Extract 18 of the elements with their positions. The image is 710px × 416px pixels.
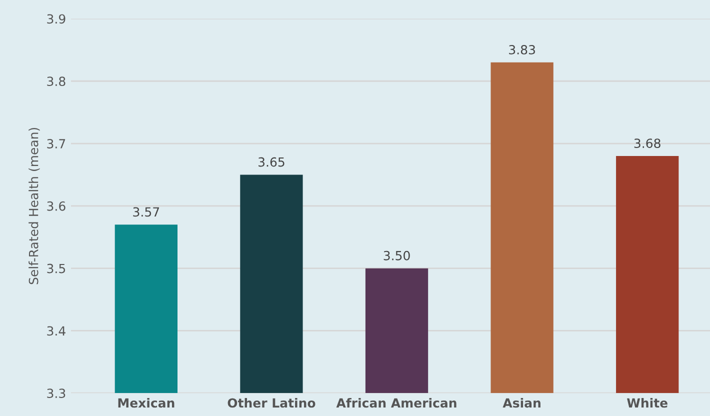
y-tick-label: 3.9	[47, 14, 66, 24]
x-tick-label: Asian	[502, 398, 540, 408]
y-tick-label: 3.4	[47, 326, 66, 336]
y-tick-label: 3.5	[47, 264, 66, 274]
y-tick-label: 3.7	[47, 138, 66, 148]
x-tick-label: Other Latino	[228, 398, 316, 408]
data-label: 3.68	[634, 138, 660, 148]
y-tick-label: 3.8	[47, 76, 66, 86]
x-tick-label: Mexican	[118, 398, 174, 408]
x-tick-label: White	[627, 398, 668, 408]
y-tick-label: 3.6	[47, 201, 66, 211]
x-tick-label: African American	[336, 398, 456, 408]
y-axis-title: Self-Rated Health (mean)	[28, 128, 40, 284]
y-tick-label: 3.3	[47, 388, 66, 398]
data-label: 3.65	[258, 157, 284, 167]
data-label: 3.50	[384, 250, 410, 260]
data-label: 3.83	[509, 44, 535, 54]
data-label: 3.57	[133, 207, 160, 217]
